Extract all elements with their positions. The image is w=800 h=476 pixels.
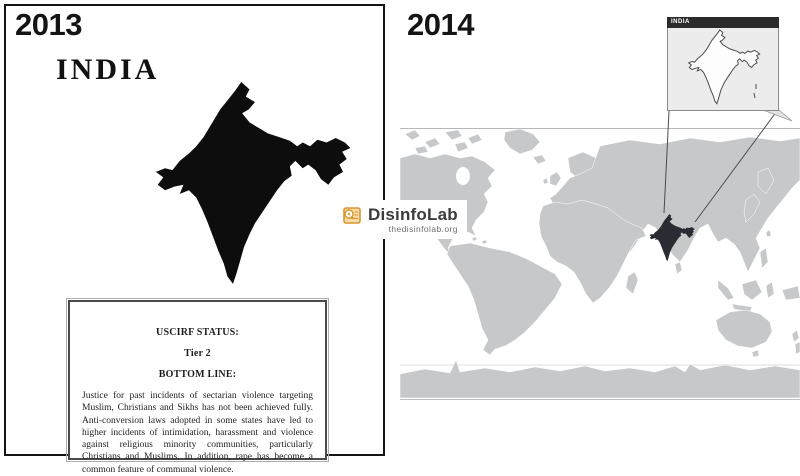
bottom-line-heading: BOTTOM LINE: [158,369,237,380]
year-label-2013: 2013 [15,7,82,42]
inset-fold-corner [762,109,793,122]
logo-texts: DisinfoLab thedisinfolab.org [368,205,458,234]
india-map-silhouette [155,82,351,284]
andaman-islands [753,84,757,99]
uscirf-report-box: USCIRF STATUS: Tier 2 BOTTOM LINE: Justi… [66,298,329,475]
report-paragraph: Justice for past incidents of sectarian … [82,391,313,475]
country-title: INDIA [56,53,160,86]
inset-body [667,28,779,111]
uscirf-status-heading: USCIRF STATUS: [156,327,239,338]
disinfolab-watermark: DisinfoLab thedisinfolab.org [336,200,467,239]
world-map [400,128,800,400]
logo-brand-name: DisinfoLab [368,205,458,224]
disinfolab-document-magnifier-icon [343,207,361,224]
year-label-2014: 2014 [407,7,474,42]
logo-website: thedisinfolab.org [388,224,458,234]
india-outline-map [688,29,761,105]
continents [400,128,800,399]
tier-value: Tier 2 [184,348,211,359]
inset-header-label: INDIA [667,17,779,28]
india-inset-box: INDIA [667,17,779,111]
